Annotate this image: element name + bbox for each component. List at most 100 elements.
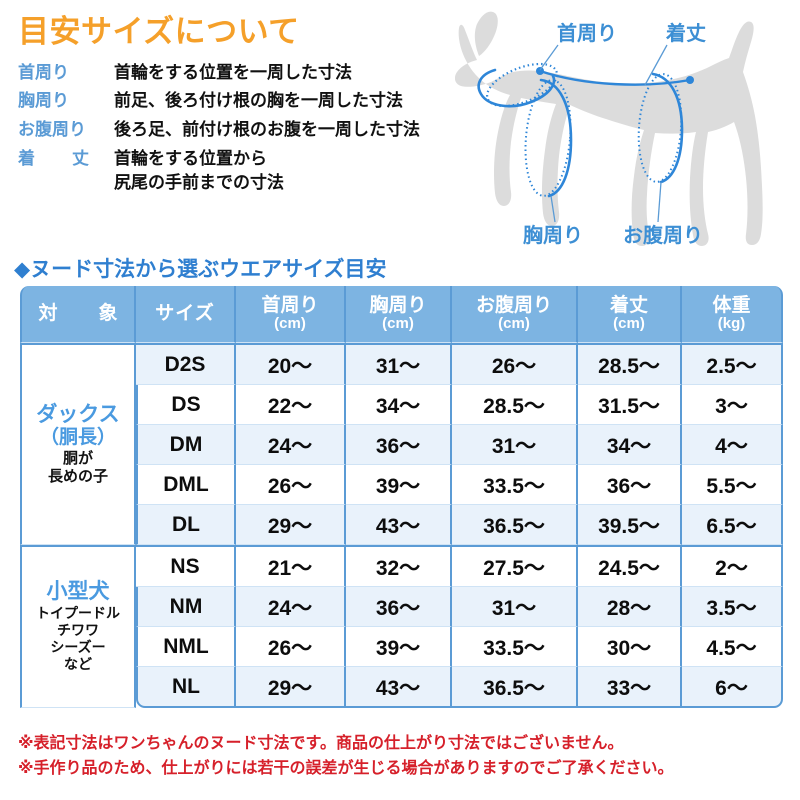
size-table: 対 象 サイズ 首周り (cm) 胸周り (cm) お腹周り xyxy=(20,286,783,708)
cell-chest: 31〜 xyxy=(346,343,452,385)
diagram-leader-lines xyxy=(539,44,668,223)
legend-desc-length-line2: 尻尾の手前までの寸法 xyxy=(114,173,284,193)
cell-weight: 4.5〜 xyxy=(682,627,783,667)
cell-neck: 29〜 xyxy=(236,667,346,708)
group-note-line2: 長めの子 xyxy=(47,468,108,486)
cell-neck: 24〜 xyxy=(236,587,346,627)
cell-neck: 26〜 xyxy=(236,627,346,667)
legend-desc-neck: 首輪をする位置を一周した寸法 xyxy=(114,62,352,82)
legend-desc-chest: 前足、後ろ付け根の胸を一周した寸法 xyxy=(114,91,403,111)
cell-length: 31.5〜 xyxy=(578,385,682,425)
cell-neck: 26〜 xyxy=(236,465,346,505)
col-header-weight: 体重 (kg) xyxy=(682,286,783,343)
legend-item-chest: 胸周り 前足、後ろ付け根の胸を一周した寸法 xyxy=(18,89,488,114)
footnote-1: ※表記寸法はワンちゃんのヌード寸法です。商品の仕上がり寸法ではございません。 xyxy=(18,735,624,752)
legend-desc-length-line1: 首輪をする位置から xyxy=(114,148,267,168)
cell-length: 39.5〜 xyxy=(578,505,682,545)
diagram-label-chest: 胸周り xyxy=(523,223,583,247)
legend-term-length: 着 丈 xyxy=(18,148,99,168)
cell-belly: 31〜 xyxy=(452,587,578,627)
col-header-chest: 胸周り (cm) xyxy=(346,286,452,343)
cell-chest: 36〜 xyxy=(346,587,452,627)
table-row: DM 24〜 36〜 31〜 34〜 4〜 xyxy=(20,425,783,465)
cell-weight: 4〜 xyxy=(682,425,783,465)
col-header-belly-unit: (cm) xyxy=(498,315,530,333)
cell-weight: 2.5〜 xyxy=(682,343,783,385)
size-table-head: 対 象 サイズ 首周り (cm) 胸周り (cm) お腹周り xyxy=(20,286,783,343)
cell-neck: 29〜 xyxy=(236,505,346,545)
cell-belly: 31〜 xyxy=(452,425,578,465)
group-sub: （胴長） xyxy=(39,427,116,449)
col-header-belly: お腹周り (cm) xyxy=(452,286,578,343)
col-header-chest-unit: (cm) xyxy=(382,315,414,333)
cell-size: DML xyxy=(136,465,236,505)
cell-weight: 6.5〜 xyxy=(682,505,783,545)
cell-belly: 36.5〜 xyxy=(452,667,578,708)
cell-chest: 39〜 xyxy=(346,627,452,667)
cell-length: 28.5〜 xyxy=(578,343,682,385)
table-row: NM 24〜 36〜 31〜 28〜 3.5〜 xyxy=(20,587,783,627)
group-name: ダックス xyxy=(36,402,120,426)
cell-belly: 26〜 xyxy=(452,343,578,385)
col-header-weight-label: 体重 xyxy=(712,294,751,316)
table-row: DML 26〜 39〜 33.5〜 36〜 5.5〜 xyxy=(20,465,783,505)
col-header-size-label: サイズ xyxy=(155,303,215,325)
chest-measure-ellipse xyxy=(524,78,573,198)
cell-neck: 24〜 xyxy=(236,425,346,465)
legend-item-length: 着 丈 首輪をする位置から 尻尾の手前までの寸法 xyxy=(18,147,488,196)
length-measure-line xyxy=(536,67,694,86)
cell-chest: 32〜 xyxy=(346,545,452,587)
col-header-length-label: 着丈 xyxy=(609,294,648,316)
footnotes-block: ※表記寸法はワンちゃんのヌード寸法です。商品の仕上がり寸法ではございません。 ※… xyxy=(18,732,788,782)
cell-weight: 2〜 xyxy=(682,545,783,587)
col-header-belly-label: お腹周り xyxy=(475,294,552,316)
cell-length: 28〜 xyxy=(578,587,682,627)
table-row: DL 29〜 43〜 36.5〜 39.5〜 6.5〜 xyxy=(20,505,783,545)
belly-measure-ellipse xyxy=(637,72,684,184)
legend-item-belly: お腹周り 後ろ足、前付け根のお腹を一周した寸法 xyxy=(18,118,488,143)
diagram-label-belly: お腹周り xyxy=(623,223,703,247)
col-header-weight-unit: (kg) xyxy=(717,315,746,333)
cell-size: D2S xyxy=(136,343,236,385)
cell-weight: 5.5〜 xyxy=(682,465,783,505)
col-header-neck-unit: (cm) xyxy=(274,315,306,333)
cell-length: 33〜 xyxy=(578,667,682,708)
col-header-size: サイズ xyxy=(136,286,236,343)
col-header-length-unit: (cm) xyxy=(613,315,645,333)
legend-item-neck: 首周り 首輪をする位置を一周した寸法 xyxy=(18,61,488,86)
cell-length: 36〜 xyxy=(578,465,682,505)
section-heading: ◆ヌード寸法から選ぶウエアサイズ目安 xyxy=(14,258,387,281)
diagram-label-neck: 首周り xyxy=(557,21,617,45)
group-label-dachshund: ダックス （胴長） 胴が 長めの子 xyxy=(20,343,136,545)
table-row: NML 26〜 39〜 33.5〜 30〜 4.5〜 xyxy=(20,627,783,667)
group-name: 小型犬 xyxy=(46,580,110,604)
legend-desc-length: 首輪をする位置から 尻尾の手前までの寸法 xyxy=(114,147,284,196)
cell-size: DS xyxy=(136,385,236,425)
cell-size: NM xyxy=(136,587,236,627)
group-note-line1: トイプードル xyxy=(36,605,120,622)
col-header-length: 着丈 (cm) xyxy=(578,286,682,343)
cell-chest: 34〜 xyxy=(346,385,452,425)
col-header-target-label: 対 象 xyxy=(38,303,129,325)
cell-neck: 20〜 xyxy=(236,343,346,385)
cell-weight: 3.5〜 xyxy=(682,587,783,627)
legend-desc-belly: 後ろ足、前付け根のお腹を一周した寸法 xyxy=(114,119,420,139)
size-table-container: 対 象 サイズ 首周り (cm) 胸周り (cm) お腹周り xyxy=(20,286,783,708)
footnote-2: ※手作り品のため、仕上がりには若干の誤差が生じる場合がありますのでご了承ください… xyxy=(18,759,674,777)
cell-belly: 33.5〜 xyxy=(452,627,578,667)
cell-belly: 36.5〜 xyxy=(452,505,578,545)
cell-neck: 22〜 xyxy=(236,385,346,425)
intro-block: 目安サイズについて 首周り 首輪をする位置を一周した寸法 胸周り 前足、後ろ付け… xyxy=(18,14,488,200)
group-note-line2: チワワ xyxy=(57,622,99,639)
col-header-neck-label: 首周り xyxy=(261,294,319,316)
legend-term-belly: お腹周り xyxy=(18,119,86,139)
cell-belly: 27.5〜 xyxy=(452,545,578,587)
cell-chest: 39〜 xyxy=(346,465,452,505)
cell-size: DM xyxy=(136,425,236,465)
dog-silhouette-icon xyxy=(455,11,763,246)
cell-belly: 33.5〜 xyxy=(452,465,578,505)
cell-size: NML xyxy=(136,627,236,667)
cell-length: 24.5〜 xyxy=(578,545,682,587)
col-header-chest-label: 胸周り xyxy=(369,294,427,316)
